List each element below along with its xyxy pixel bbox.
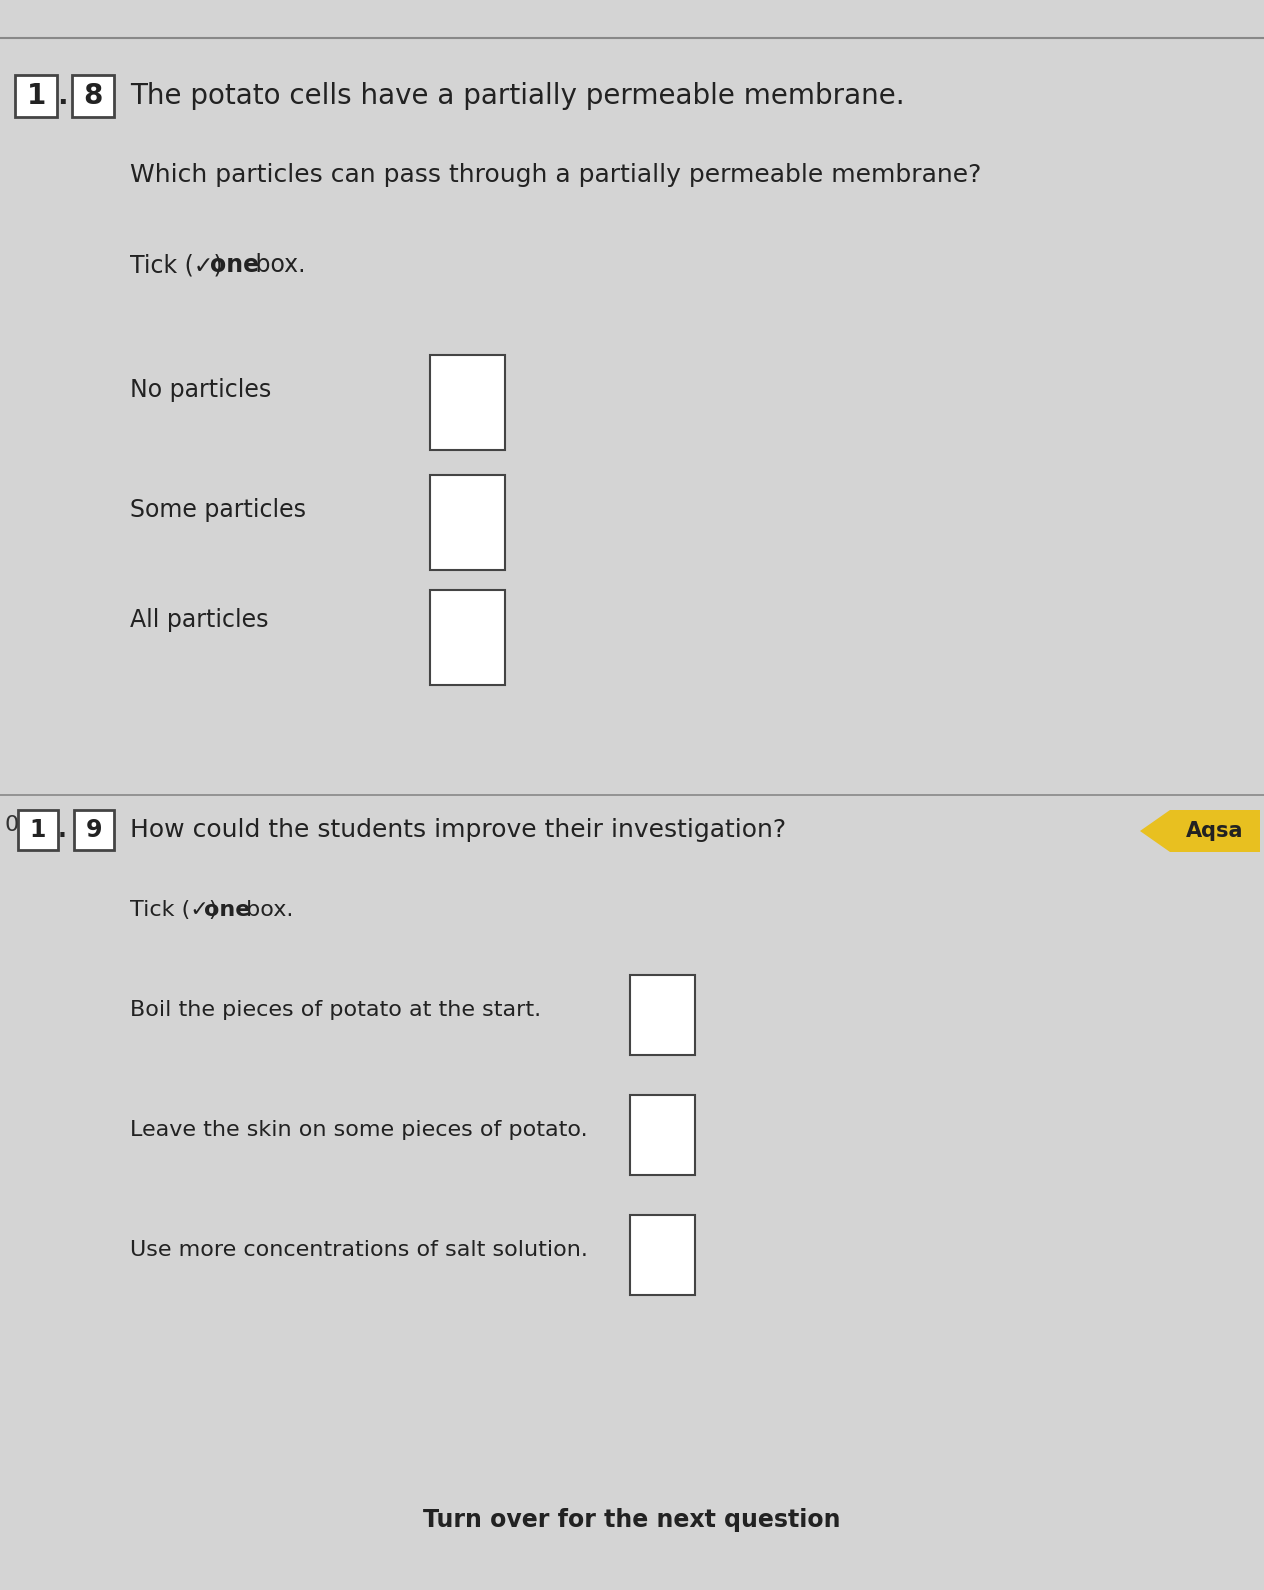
Text: Tick (✓): Tick (✓) [130, 253, 230, 277]
Bar [430, 475, 506, 569]
Text: 8: 8 [83, 83, 102, 110]
Bar [629, 1096, 695, 1175]
Text: box.: box. [239, 900, 293, 921]
Text: Turn over for the next question: Turn over for the next question [423, 1507, 841, 1533]
Bar [629, 1215, 695, 1294]
Text: 1: 1 [27, 83, 46, 110]
Text: .: . [57, 83, 67, 110]
Bar [75, 809, 114, 851]
Text: The potato cells have a partially permeable membrane.: The potato cells have a partially permea… [130, 83, 905, 110]
Text: Boil the pieces of potato at the start.: Boil the pieces of potato at the start. [130, 1000, 541, 1021]
Bar [430, 355, 506, 450]
Text: 9: 9 [86, 817, 102, 843]
Bar [1170, 809, 1260, 852]
Text: one: one [204, 900, 250, 921]
Bar [18, 809, 58, 851]
Text: box.: box. [248, 253, 306, 277]
Text: 0: 0 [5, 816, 19, 835]
Text: How could the students improve their investigation?: How could the students improve their inv… [130, 817, 786, 843]
Text: Which particles can pass through a partially permeable membrane?: Which particles can pass through a parti… [130, 164, 981, 188]
Text: one: one [210, 253, 259, 277]
Text: No particles: No particles [130, 378, 272, 402]
Bar [15, 75, 57, 118]
Bar [629, 975, 695, 1056]
Text: Leave the skin on some pieces of potato.: Leave the skin on some pieces of potato. [130, 1119, 588, 1140]
Text: Use more concentrations of salt solution.: Use more concentrations of salt solution… [130, 1240, 588, 1259]
Text: Tick (✓): Tick (✓) [130, 900, 225, 921]
Text: Aqsa: Aqsa [1186, 820, 1244, 841]
Text: .: . [58, 817, 67, 843]
Bar [430, 590, 506, 685]
Text: All particles: All particles [130, 607, 268, 631]
Text: 1: 1 [30, 817, 47, 843]
Bar [72, 75, 114, 118]
Polygon shape [1140, 809, 1170, 852]
Text: Some particles: Some particles [130, 498, 306, 522]
